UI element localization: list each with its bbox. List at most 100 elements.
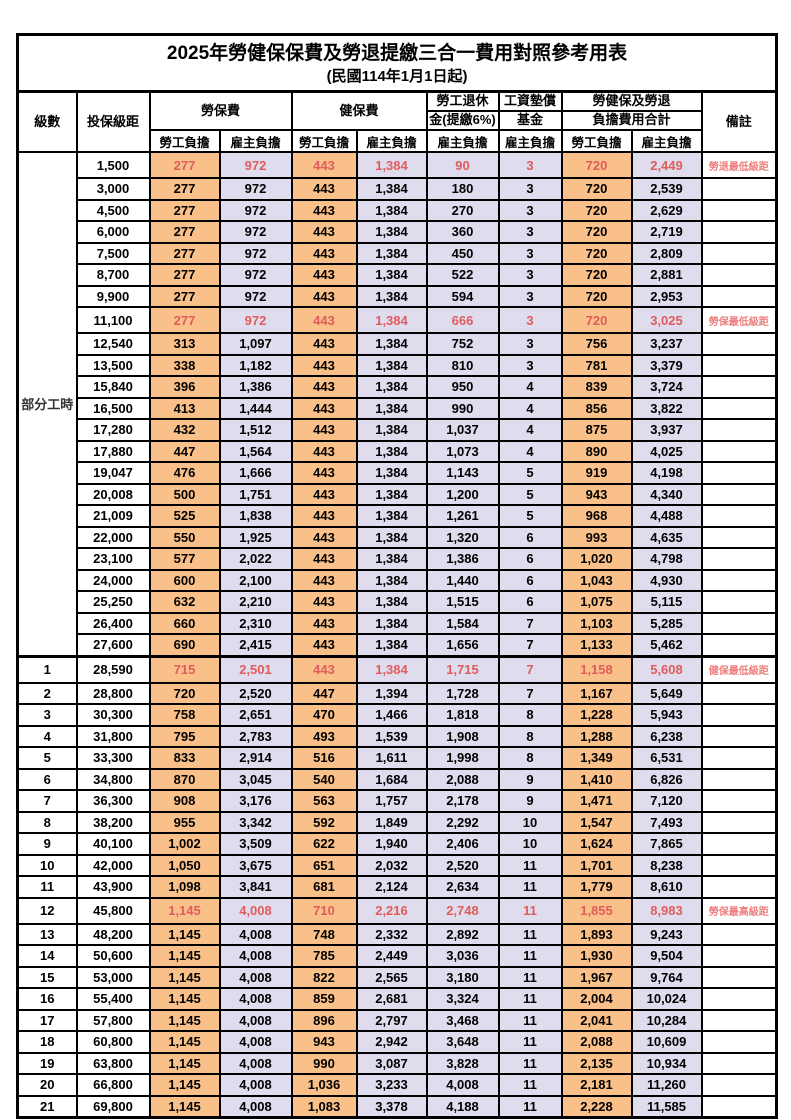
cell-health-employer: 1,384 bbox=[355, 198, 428, 223]
cell-total-employee: 1,471 bbox=[560, 789, 633, 813]
cell-total-employer: 3,822 bbox=[630, 396, 703, 421]
subheader-health-employee: 勞工負擔 bbox=[290, 129, 358, 154]
cell-health-employee: 443 bbox=[290, 306, 358, 335]
cell-pension-employer: 522 bbox=[425, 263, 500, 287]
cell-health-employer: 1,384 bbox=[355, 611, 428, 636]
cell-total-employee: 1,410 bbox=[560, 767, 633, 792]
cell-bracket: 4,500 bbox=[75, 198, 151, 223]
table-row: 18 60,800 1,145 4,008 943 2,942 3,648 11 2,088 10… bbox=[16, 1030, 778, 1054]
cell-total-employer: 3,237 bbox=[630, 332, 703, 356]
cell-remark bbox=[700, 1008, 778, 1033]
cell-bracket: 23,100 bbox=[75, 547, 151, 571]
table-row: 3,000 277 972 443 1,384 180 3 720 2,539 bbox=[18, 177, 778, 201]
cell-total-employer: 5,608 bbox=[630, 654, 703, 684]
cell-health-employee: 592 bbox=[290, 810, 358, 835]
table-row: 16 55,400 1,145 4,008 859 2,681 3,324 11 2,004 10… bbox=[16, 987, 778, 1011]
cell-wage-fund-employer: 9 bbox=[497, 767, 563, 792]
cell-bracket: 13,500 bbox=[75, 353, 151, 378]
subheader-labor-employee: 勞工負擔 bbox=[148, 129, 221, 154]
cell-bracket: 26,400 bbox=[75, 611, 151, 636]
cell-total-employer: 8,610 bbox=[630, 875, 703, 899]
cell-pension-employer: 2,748 bbox=[425, 896, 500, 925]
cell-total-employee: 2,041 bbox=[560, 1008, 633, 1033]
cell-level: 13 bbox=[16, 922, 78, 947]
cell-health-employee: 443 bbox=[290, 332, 358, 356]
table-row: 1 28,590 715 2,501 443 1,384 1,715 7 1,158 5,608 健… bbox=[16, 654, 778, 684]
cell-total-employee: 1,701 bbox=[560, 853, 633, 878]
subheader-health-employer: 雇主負擔 bbox=[355, 129, 428, 154]
table-row: 22,000 550 1,925 443 1,384 1,320 6 993 4,635 bbox=[18, 525, 778, 550]
cell-labor-employee: 795 bbox=[148, 724, 221, 749]
cell-labor-employer: 972 bbox=[218, 198, 293, 223]
cell-health-employer: 1,384 bbox=[355, 654, 428, 684]
cell-remark bbox=[700, 1094, 778, 1119]
cell-level: 17 bbox=[16, 1008, 78, 1033]
cell-health-employee: 540 bbox=[290, 767, 358, 792]
cell-health-employer: 1,384 bbox=[355, 263, 428, 287]
cell-level: 14 bbox=[16, 944, 78, 968]
cell-labor-employee: 277 bbox=[148, 284, 221, 309]
cell-bracket: 7,500 bbox=[75, 241, 151, 266]
table-row: 11,100 277 972 443 1,384 666 3 720 3,025 勞保最低級距 bbox=[18, 306, 778, 335]
cell-pension-employer: 1,656 bbox=[425, 633, 500, 658]
cell-labor-employer: 972 bbox=[218, 151, 293, 180]
cell-labor-employer: 972 bbox=[218, 177, 293, 201]
cell-total-employee: 2,088 bbox=[560, 1030, 633, 1054]
cell-total-employer: 7,493 bbox=[630, 810, 703, 835]
cell-total-employee: 2,228 bbox=[560, 1094, 633, 1119]
cell-total-employee: 943 bbox=[560, 482, 633, 507]
cell-total-employer: 11,585 bbox=[630, 1094, 703, 1119]
cell-bracket: 20,008 bbox=[75, 482, 151, 507]
cell-health-employer: 1,384 bbox=[355, 568, 428, 593]
cell-labor-employee: 1,145 bbox=[148, 1030, 221, 1054]
table-row: 11 43,900 1,098 3,841 681 2,124 2,634 11 1,779 8,… bbox=[16, 875, 778, 899]
cell-remark bbox=[700, 922, 778, 947]
table-row: 7,500 277 972 443 1,384 450 3 720 2,809 bbox=[18, 241, 778, 266]
cell-remark bbox=[700, 332, 778, 356]
table-row: 17 57,800 1,145 4,008 896 2,797 3,468 11 2,041 10… bbox=[16, 1008, 778, 1033]
table-row: 8,700 277 972 443 1,384 522 3 720 2,881 bbox=[18, 263, 778, 287]
table-row: 13,500 338 1,182 443 1,384 810 3 781 3,379 bbox=[18, 353, 778, 378]
cell-total-employer: 6,238 bbox=[630, 724, 703, 749]
cell-pension-employer: 1,584 bbox=[425, 611, 500, 636]
cell-total-employer: 7,120 bbox=[630, 789, 703, 813]
cell-bracket: 43,900 bbox=[75, 875, 151, 899]
cell-bracket: 36,300 bbox=[75, 789, 151, 813]
cell-bracket: 31,800 bbox=[75, 724, 151, 749]
table-row: 6,000 277 972 443 1,384 360 3 720 2,719 bbox=[18, 220, 778, 244]
cell-total-employer: 7,865 bbox=[630, 832, 703, 856]
cell-bracket: 22,000 bbox=[75, 525, 151, 550]
cell-bracket: 66,800 bbox=[75, 1073, 151, 1097]
cell-health-employee: 859 bbox=[290, 987, 358, 1011]
cell-total-employee: 1,103 bbox=[560, 611, 633, 636]
col-header-wage-fund-line2: 基金 bbox=[497, 110, 563, 132]
cell-level: 3 bbox=[16, 703, 78, 727]
cell-pension-employer: 4,188 bbox=[425, 1094, 500, 1119]
cell-health-employee: 443 bbox=[290, 633, 358, 658]
cell-wage-fund-employer: 8 bbox=[497, 746, 563, 770]
cell-labor-employer: 2,022 bbox=[218, 547, 293, 571]
table-row: 12 45,800 1,145 4,008 710 2,216 2,748 11 1,855 8,… bbox=[16, 896, 778, 925]
cell-health-employee: 443 bbox=[290, 568, 358, 593]
cell-pension-employer: 2,292 bbox=[425, 810, 500, 835]
cell-wage-fund-employer: 3 bbox=[497, 263, 563, 287]
cell-health-employee: 990 bbox=[290, 1051, 358, 1076]
table-row: 24,000 600 2,100 443 1,384 1,440 6 1,043 4,930 bbox=[18, 568, 778, 593]
cell-bracket: 55,400 bbox=[75, 987, 151, 1011]
cell-health-employer: 2,449 bbox=[355, 944, 428, 968]
cell-bracket: 15,840 bbox=[75, 375, 151, 399]
cell-health-employee: 443 bbox=[290, 151, 358, 180]
cell-bracket: 17,280 bbox=[75, 418, 151, 442]
table-row: 17,280 432 1,512 443 1,384 1,037 4 875 3,937 bbox=[18, 418, 778, 442]
cell-labor-employer: 4,008 bbox=[218, 1094, 293, 1119]
cell-health-employer: 1,384 bbox=[355, 525, 428, 550]
cell-health-employee: 896 bbox=[290, 1008, 358, 1033]
cell-labor-employer: 4,008 bbox=[218, 987, 293, 1011]
cell-labor-employee: 715 bbox=[148, 654, 221, 684]
cell-remark bbox=[700, 944, 778, 968]
cell-remark: 勞退最低級距 bbox=[700, 151, 778, 180]
table-row: 26,400 660 2,310 443 1,384 1,584 7 1,103 5,285 bbox=[18, 611, 778, 636]
cell-labor-employee: 1,145 bbox=[148, 1094, 221, 1119]
cell-level: 7 bbox=[16, 789, 78, 813]
subheader-total-employer: 雇主負擔 bbox=[630, 129, 703, 154]
